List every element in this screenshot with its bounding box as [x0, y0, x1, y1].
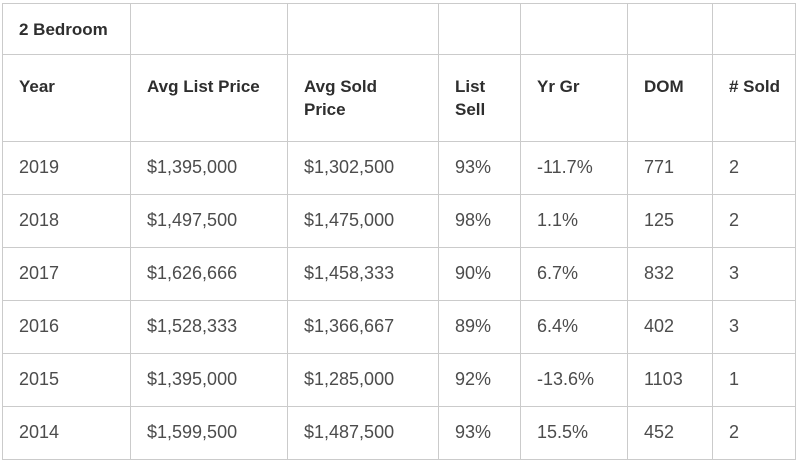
- cell-year: 2018: [2, 194, 131, 248]
- cell-avg-sold-price: $1,302,500: [287, 141, 439, 195]
- cell-avg-sold-price: $1,458,333: [287, 247, 439, 301]
- cell-yr-gr: -11.7%: [520, 141, 628, 195]
- cell-num-sold: 2: [712, 194, 796, 248]
- cell-dom: 832: [627, 247, 713, 301]
- group-empty-cell: [520, 3, 628, 55]
- cell-num-sold: 1: [712, 353, 796, 407]
- col-header-num-sold: # Sold: [712, 54, 796, 142]
- cell-year: 2014: [2, 406, 131, 460]
- group-label: 2 Bedroom: [2, 3, 131, 55]
- cell-dom: 1103: [627, 353, 713, 407]
- cell-avg-list-price: $1,395,000: [130, 353, 288, 407]
- table-row: 2018 $1,497,500 $1,475,000 98% 1.1% 125 …: [2, 194, 796, 248]
- table-row: 2015 $1,395,000 $1,285,000 92% -13.6% 11…: [2, 353, 796, 407]
- cell-yr-gr: 15.5%: [520, 406, 628, 460]
- cell-dom: 771: [627, 141, 713, 195]
- cell-avg-list-price: $1,395,000: [130, 141, 288, 195]
- col-header-avg-sold-price: Avg Sold Price: [287, 54, 439, 142]
- cell-avg-sold-price: $1,487,500: [287, 406, 439, 460]
- group-empty-cell: [712, 3, 796, 55]
- table-row: 2014 $1,599,500 $1,487,500 93% 15.5% 452…: [2, 406, 796, 460]
- group-row: 2 Bedroom: [2, 3, 796, 55]
- cell-dom: 452: [627, 406, 713, 460]
- table-row: 2017 $1,626,666 $1,458,333 90% 6.7% 832 …: [2, 247, 796, 301]
- cell-year: 2019: [2, 141, 131, 195]
- group-empty-cell: [287, 3, 439, 55]
- cell-avg-list-price: $1,497,500: [130, 194, 288, 248]
- col-header-dom: DOM: [627, 54, 713, 142]
- cell-avg-sold-price: $1,285,000: [287, 353, 439, 407]
- cell-year: 2017: [2, 247, 131, 301]
- cell-avg-sold-price: $1,475,000: [287, 194, 439, 248]
- col-header-avg-list-price: Avg List Price: [130, 54, 288, 142]
- cell-list-sell: 98%: [438, 194, 521, 248]
- cell-num-sold: 3: [712, 300, 796, 354]
- table-row: 2016 $1,528,333 $1,366,667 89% 6.4% 402 …: [2, 300, 796, 354]
- cell-yr-gr: 6.4%: [520, 300, 628, 354]
- cell-avg-list-price: $1,528,333: [130, 300, 288, 354]
- cell-list-sell: 90%: [438, 247, 521, 301]
- cell-list-sell: 93%: [438, 141, 521, 195]
- cell-yr-gr: 1.1%: [520, 194, 628, 248]
- group-empty-cell: [627, 3, 713, 55]
- cell-num-sold: 2: [712, 406, 796, 460]
- listing-stats-table: 2 Bedroom Year Avg List Price Avg Sold P…: [2, 3, 796, 460]
- header-row: Year Avg List Price Avg Sold Price List …: [2, 54, 796, 142]
- table-row: 2019 $1,395,000 $1,302,500 93% -11.7% 77…: [2, 141, 796, 195]
- cell-year: 2015: [2, 353, 131, 407]
- group-empty-cell: [438, 3, 521, 55]
- cell-list-sell: 93%: [438, 406, 521, 460]
- cell-avg-list-price: $1,599,500: [130, 406, 288, 460]
- cell-list-sell: 92%: [438, 353, 521, 407]
- cell-dom: 402: [627, 300, 713, 354]
- col-header-yr-gr: Yr Gr: [520, 54, 628, 142]
- cell-year: 2016: [2, 300, 131, 354]
- cell-dom: 125: [627, 194, 713, 248]
- group-empty-cell: [130, 3, 288, 55]
- col-header-list-sell: List Sell: [438, 54, 521, 142]
- col-header-year: Year: [2, 54, 131, 142]
- cell-avg-sold-price: $1,366,667: [287, 300, 439, 354]
- cell-list-sell: 89%: [438, 300, 521, 354]
- cell-yr-gr: -13.6%: [520, 353, 628, 407]
- cell-avg-list-price: $1,626,666: [130, 247, 288, 301]
- cell-num-sold: 3: [712, 247, 796, 301]
- cell-yr-gr: 6.7%: [520, 247, 628, 301]
- cell-num-sold: 2: [712, 141, 796, 195]
